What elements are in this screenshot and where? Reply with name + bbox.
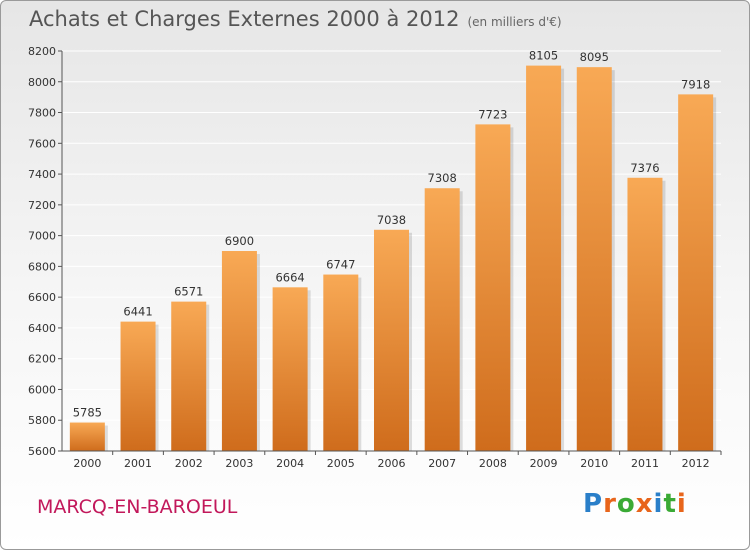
bar-value-label: 6441: [123, 305, 152, 319]
bar: [526, 65, 562, 451]
bar-value-label: 7723: [478, 107, 507, 121]
bar: [171, 301, 207, 451]
brand-letter: x: [635, 489, 654, 519]
bar: [678, 94, 714, 451]
y-tick-label: 6200: [28, 353, 56, 366]
y-tick-label: 6600: [28, 291, 56, 304]
commune-name: MARCQ-EN-BAROEUL: [37, 496, 238, 518]
chart-unit: (en milliers d'€): [467, 15, 562, 29]
brand-letter: t: [663, 489, 677, 519]
brand-letter: i: [676, 489, 687, 519]
bar-series: 5785 6441 6571 6900 6664 6747 7038 7308 7723 8105…: [69, 49, 717, 452]
chart-title: Achats et Charges Externes 2000 à 2012 (e…: [29, 7, 562, 31]
y-tick-label: 6000: [28, 383, 56, 396]
bar: [120, 321, 156, 451]
x-tick-label: 2003: [225, 457, 253, 470]
x-tick-label: 2011: [631, 457, 659, 470]
x-tick-label: 2000: [73, 457, 101, 470]
y-tick-label: 7200: [28, 199, 56, 212]
x-tick-label: 2004: [276, 457, 304, 470]
bar: [323, 274, 359, 451]
y-tick-label: 5800: [28, 414, 56, 427]
y-tick-label: 5600: [28, 445, 56, 458]
x-tick-label: 2002: [175, 457, 203, 470]
y-tick-label: 8000: [28, 76, 56, 89]
chart-title-text: Achats et Charges Externes 2000 à 2012: [29, 7, 460, 31]
x-tick-label: 2005: [327, 457, 355, 470]
bar: [221, 251, 257, 451]
x-tick-label: 2001: [124, 457, 152, 470]
y-tick-label: 7800: [28, 107, 56, 120]
brand-letter: i: [653, 489, 664, 519]
brand-logo: Proxiti: [583, 489, 687, 519]
y-tick-label: 7400: [28, 168, 56, 181]
bar: [576, 67, 612, 452]
y-tick-label: 6800: [28, 260, 56, 273]
x-tick-label: 2006: [378, 457, 406, 470]
bar: [69, 422, 105, 451]
bar-value-label: 7038: [377, 213, 406, 227]
y-tick-label: 7000: [28, 230, 56, 243]
bar-value-label: 6571: [174, 285, 203, 299]
bar-value-label: 5785: [73, 406, 102, 420]
bar: [627, 177, 663, 451]
bar-value-label: 8095: [580, 50, 609, 64]
bar-value-label: 8105: [529, 49, 558, 63]
bar-value-label: 6747: [326, 258, 355, 272]
brand-letter: r: [603, 489, 617, 519]
bar: [272, 287, 308, 451]
bar-value-label: 7918: [681, 77, 710, 91]
axes: 5600 5800 6000 6200 6400 6600 6800 7000 7200 7400…: [28, 45, 722, 470]
y-tick-label: 7600: [28, 137, 56, 150]
x-tick-label: 2012: [682, 457, 710, 470]
bar: [424, 188, 460, 451]
bar-value-label: 7308: [428, 171, 457, 185]
bar-value-label: 7376: [630, 161, 659, 175]
bar-value-label: 6900: [225, 234, 254, 248]
x-tick-label: 2008: [479, 457, 507, 470]
bar: [374, 229, 409, 451]
bar: [475, 124, 511, 451]
x-tick-label: 2007: [428, 457, 456, 470]
bar-value-label: 6664: [275, 270, 304, 284]
brand-letter: o: [616, 489, 636, 519]
x-tick-label: 2010: [580, 457, 608, 470]
y-tick-label: 6400: [28, 322, 56, 335]
x-tick-label: 2009: [530, 457, 558, 470]
y-tick-label: 8200: [28, 45, 56, 58]
brand-letter: P: [583, 489, 604, 519]
